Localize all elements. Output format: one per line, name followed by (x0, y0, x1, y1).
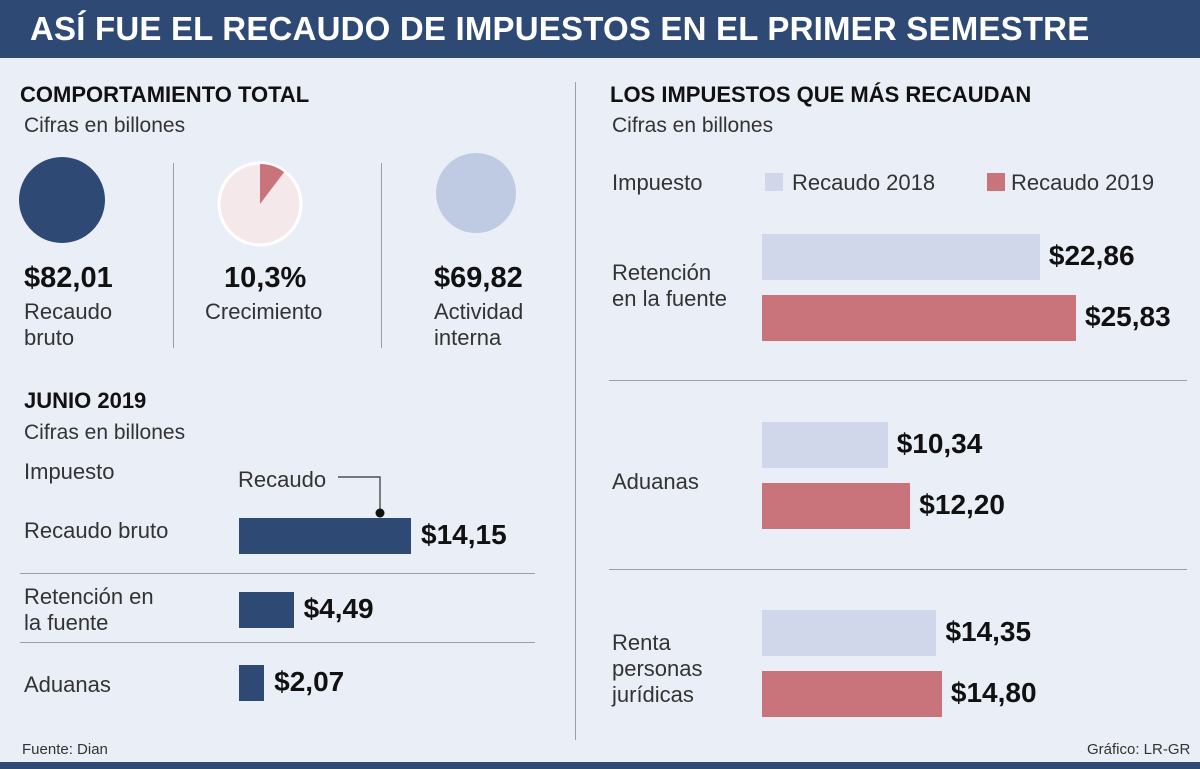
impuestos-cat-label-1: Aduanas (612, 469, 699, 494)
impuestos-bar-value: $12,20 (919, 489, 1005, 520)
junio-col-impuesto: Impuesto (24, 459, 115, 484)
impuestos-title: LOS IMPUESTOS QUE MÁS RECAUDAN (610, 82, 1032, 107)
section-divider (575, 82, 576, 740)
legend-label-2018: Recaudo 2018 (792, 170, 936, 195)
total-value-1: 10,3% (224, 262, 307, 294)
divider (381, 163, 382, 348)
impuestos-bar-value: $25,83 (1085, 301, 1171, 332)
total-label-1: Crecimiento (205, 299, 323, 324)
row-divider (609, 380, 1187, 381)
bottom-bar (0, 762, 1200, 769)
total-value-0: $82,01 (24, 262, 113, 294)
impuestos-cat-label-2: Renta personas jurídicas (612, 630, 703, 707)
divider (173, 163, 174, 348)
junio-row-label-1: Retención en la fuente (24, 584, 154, 635)
total-label-2: Actividad interna (434, 299, 524, 350)
page-title: ASÍ FUE EL RECAUDO DE IMPUESTOS EN EL PR… (0, 0, 1200, 58)
crecimiento-pie-slice (260, 164, 285, 204)
impuestos-bar (762, 483, 911, 529)
total-title: COMPORTAMIENTO TOTAL (20, 82, 310, 107)
impuestos-bar (762, 671, 942, 717)
credit-note: Gráfico: LR-GR (1087, 741, 1191, 758)
impuestos-bar-value: $10,34 (896, 428, 983, 459)
impuestos-bar-value: $22,86 (1048, 240, 1135, 271)
actividad-interna-circle (436, 153, 516, 233)
legend-label-2019: Recaudo 2019 (1011, 170, 1155, 195)
junio-row-label-2: Aduanas (24, 672, 111, 697)
junio-bar-value: $4,49 (303, 593, 374, 624)
impuestos-cat-label-0: Retención en la fuente (612, 260, 727, 311)
impuestos-bar (762, 422, 888, 468)
impuestos-bar (762, 295, 1076, 341)
impuestos-bar-value: $14,80 (950, 677, 1037, 708)
total-circles (19, 153, 516, 247)
junio-subtitle: Cifras en billones (24, 421, 186, 444)
junio-col-recaudo: Recaudo (238, 467, 327, 492)
total-label-0: Recaudo bruto (24, 299, 113, 350)
junio-bar (239, 665, 265, 701)
impuestos-bar-value: $14,35 (945, 616, 1032, 647)
total-value-2: $69,82 (434, 262, 523, 294)
impuestos-bar (762, 610, 937, 656)
legend-swatch-2018 (765, 173, 783, 191)
recaudo-bruto-circle (19, 157, 105, 243)
junio-bar (239, 518, 411, 554)
recaudo-pointer (338, 476, 385, 518)
junio-bar-value: $14,15 (421, 519, 507, 550)
row-divider (20, 642, 535, 643)
junio-bar (239, 592, 294, 628)
junio-bar-value: $2,07 (274, 666, 345, 697)
impuestos-col-impuesto: Impuesto (612, 170, 703, 195)
impuestos-bar (762, 234, 1040, 280)
junio-title: JUNIO 2019 (24, 388, 147, 413)
source-note: Fuente: Dian (22, 741, 108, 758)
impuestos-subtitle: Cifras en billones (612, 114, 774, 137)
total-subtitle: Cifras en billones (24, 114, 186, 137)
legend-swatch-2019 (987, 173, 1005, 191)
junio-row-label-0: Recaudo bruto (24, 518, 169, 543)
row-divider (20, 573, 535, 574)
row-divider (609, 569, 1187, 570)
